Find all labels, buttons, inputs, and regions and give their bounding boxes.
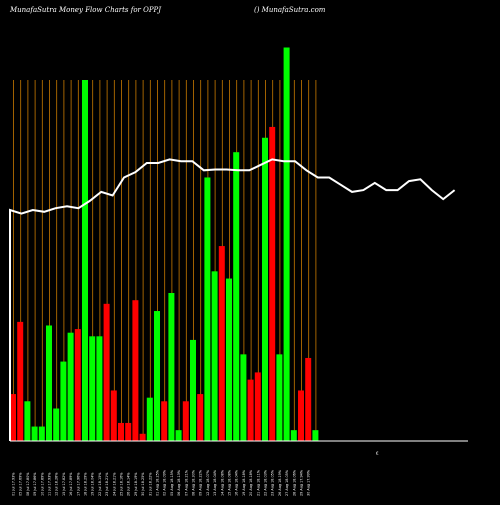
bar-38: [276, 354, 283, 441]
bar-12: [89, 336, 96, 441]
bar-8: [60, 361, 67, 441]
x-tick-label: 29 Jul 18.19%: [134, 472, 138, 496]
bar-27: [197, 394, 204, 441]
x-tick-label: 18 Jul 18.29%: [84, 472, 88, 496]
money-flow-line: [9, 158, 456, 441]
bar-5: [38, 426, 45, 441]
x-tick-label: 05 Jul 17.69%: [19, 472, 23, 496]
x-tick-label: 28 Aug 18.06%: [292, 469, 296, 496]
x-tick-label: 13 Aug 18.04%: [213, 469, 217, 496]
x-tick-label: 15 Aug 18.08%: [228, 469, 232, 496]
x-tick-label: 07 Aug 18.21%: [184, 469, 188, 496]
x-tick-label: 24 Jul 18.21%: [112, 472, 116, 496]
bar-4: [31, 426, 38, 441]
x-tick-label: 20 Aug 18.18%: [249, 469, 253, 496]
bar-19: [139, 433, 146, 441]
bar-22: [161, 401, 168, 441]
bar-24: [175, 430, 182, 441]
x-unit-label: €: [376, 451, 379, 456]
x-tick-label: 17 Jul 17.96%: [76, 472, 80, 496]
bar-18: [132, 300, 139, 441]
bar-33: [240, 354, 247, 441]
bar-34: [247, 379, 254, 441]
x-tick-label: 11 Jul 17.93%: [48, 472, 52, 496]
bar-11: [82, 80, 88, 441]
bar-41: [298, 390, 304, 441]
bar-series: [10, 47, 319, 442]
x-tick-label: 09 Aug 18.22%: [199, 469, 203, 496]
x-tick-label: 19 Aug 18.18%: [242, 469, 246, 496]
bar-26: [190, 339, 196, 441]
bar-14: [103, 303, 110, 441]
x-tick-label: 23 Aug 18.05%: [271, 469, 275, 496]
bar-36: [262, 137, 268, 441]
bar-16: [118, 422, 124, 441]
x-tick-label: 09 Jul 17.86%: [33, 472, 37, 496]
bar-39: [283, 47, 290, 441]
bar-17: [125, 422, 132, 441]
x-tick-label: 12 Aug 18.07%: [206, 469, 210, 496]
x-tick-label: 15 Jul 17.82%: [62, 472, 66, 496]
bar-28: [204, 177, 211, 441]
x-tick-label: 23 Jul 18.21%: [105, 472, 109, 496]
x-tick-label: 08 Aug 18.30%: [192, 469, 196, 496]
bar-7: [53, 408, 60, 441]
x-tick-label: 16 Jul 17.89%: [69, 472, 73, 496]
x-tick-label: 30 Aug 17.99%: [307, 469, 311, 496]
bar-6: [46, 325, 52, 441]
x-tick-label: 06 Aug 18.13%: [177, 469, 181, 496]
bar-3: [24, 401, 31, 441]
x-tick-label: 12 Jul 18.28%: [55, 472, 59, 496]
x-tick-label: 01 Aug 18.25%: [156, 469, 160, 496]
chart-title: MunafaSutra Money Flow Charts for OPPJ: [9, 6, 162, 14]
bar-21: [154, 311, 160, 441]
bar-35: [254, 372, 261, 441]
x-tick-label: 16 Aug 18.04%: [235, 469, 239, 496]
x-tick-label: 29 Aug 17.94%: [300, 469, 304, 496]
x-tick-label: 22 Jul 18.15%: [98, 472, 102, 496]
bar-15: [110, 390, 117, 441]
bar-43: [312, 430, 319, 441]
bar-2: [17, 321, 24, 441]
bar-9: [67, 332, 74, 441]
x-tick-label: 30 Jul 18.25%: [141, 472, 145, 496]
bar-29: [211, 271, 218, 441]
x-tick-label: 26 Aug 18.19%: [278, 469, 282, 496]
x-tick-label: 01 Jul 17.93%: [12, 472, 16, 496]
bar-25: [182, 401, 189, 441]
x-tick-label: 25 Jul 18.16%: [120, 472, 124, 496]
x-tick-label: 08 Jul 17.80%: [26, 472, 30, 496]
bar-42: [305, 357, 312, 441]
x-tick-label: 27 Aug 18.05%: [285, 469, 289, 496]
bar-37: [269, 126, 276, 442]
x-tick-label: 31 Jul 18.22%: [148, 472, 152, 496]
bar-40: [290, 430, 297, 441]
bar-20: [146, 397, 153, 441]
x-tick-label: 19 Jul 18.04%: [91, 472, 95, 496]
x-tick-label: 21 Aug 18.11%: [256, 469, 260, 496]
x-tick-label: 10 Jul 17.89%: [40, 472, 44, 496]
bar-32: [233, 152, 240, 441]
x-tick-label: 02 Aug 18.09%: [163, 469, 167, 496]
x-tick-label: 22 Aug 18.03%: [264, 469, 268, 496]
bar-1: [10, 394, 16, 441]
site-credit: () MunafaSutra.com: [254, 6, 326, 14]
x-tick-label: 05 Aug 18.15%: [170, 469, 174, 496]
bar-30: [218, 246, 225, 441]
bar-10: [74, 329, 81, 441]
x-tick-label: 26 Jul 18.14%: [127, 472, 131, 496]
bar-13: [96, 336, 103, 441]
bar-31: [226, 278, 232, 441]
x-tick-label: 14 Aug 18.08%: [220, 469, 224, 496]
bar-23: [168, 292, 175, 441]
x-tick-labels: 01 Jul 17.93% 05 Jul 17.69% 08 Jul 17.80% 0…: [12, 469, 311, 496]
